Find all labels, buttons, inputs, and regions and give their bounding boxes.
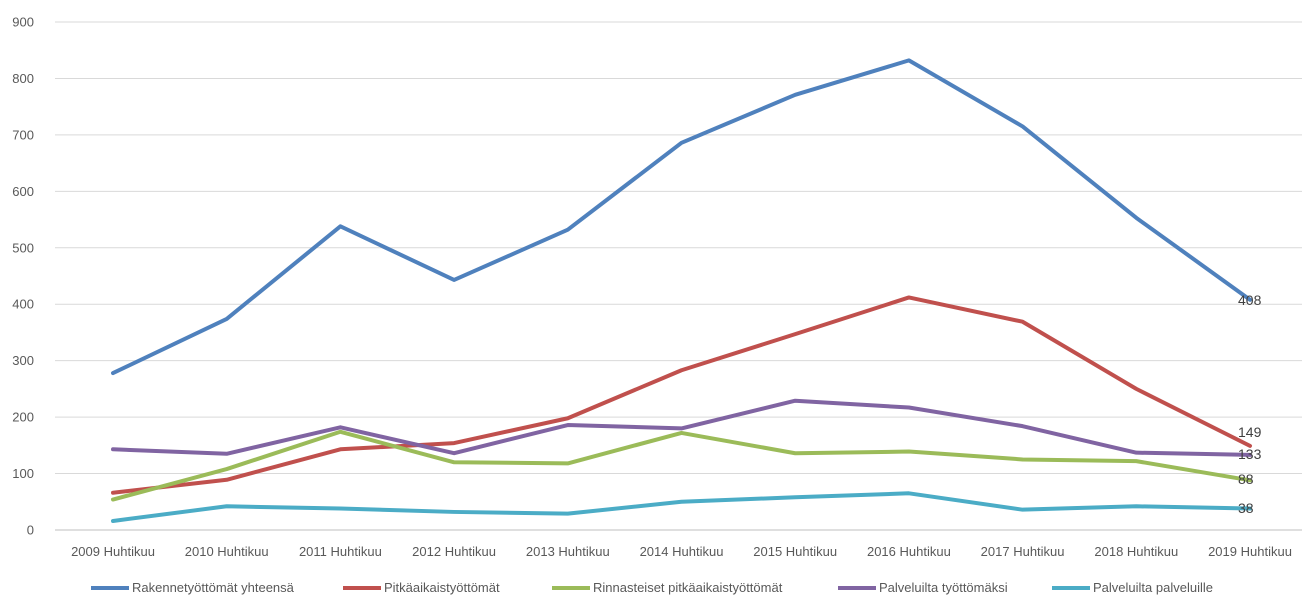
legend-item: Rakennetyöttömät yhteensä xyxy=(91,580,295,595)
legend-label: Pitkäaikaistyöttömät xyxy=(384,580,500,595)
y-tick-label: 700 xyxy=(12,127,34,142)
legend-item: Rinnasteiset pitkäaikaistyöttömät xyxy=(552,580,783,595)
end-data-label: 408 xyxy=(1238,292,1262,308)
x-tick-label: 2011 Huhtikuu xyxy=(299,544,382,559)
y-tick-label: 0 xyxy=(27,523,34,538)
x-tick-label: 2009 Huhtikuu xyxy=(71,544,155,559)
x-tick-label: 2012 Huhtikuu xyxy=(412,544,496,559)
end-data-label: 88 xyxy=(1238,471,1254,487)
x-tick-label: 2010 Huhtikuu xyxy=(185,544,269,559)
y-tick-label: 500 xyxy=(12,240,34,255)
series-line xyxy=(111,58,1252,376)
x-tick-label: 2013 Huhtikuu xyxy=(526,544,610,559)
y-tick-label: 900 xyxy=(12,15,34,30)
x-tick-label: 2018 Huhtikuu xyxy=(1094,544,1178,559)
legend-item: Palveluilta työttömäksi xyxy=(838,580,1008,595)
series-5 xyxy=(111,491,1252,523)
end-data-label: 38 xyxy=(1238,500,1254,516)
y-tick-label: 100 xyxy=(12,466,34,481)
series-2 xyxy=(111,295,1252,495)
legend-label: Palveluilta palveluille xyxy=(1093,580,1213,595)
legend: Rakennetyöttömät yhteensä Pitkäaikaistyöt… xyxy=(91,580,1213,595)
legend-label: Rinnasteiset pitkäaikaistyöttömät xyxy=(593,580,783,595)
series-4 xyxy=(111,398,1252,457)
legend-label: Rakennetyöttömät yhteensä xyxy=(132,580,295,595)
x-tick-label: 2016 Huhtikuu xyxy=(867,544,951,559)
legend-label: Palveluilta työttömäksi xyxy=(879,580,1008,595)
series-line xyxy=(111,295,1252,495)
legend-item: Pitkäaikaistyöttömät xyxy=(343,580,500,595)
x-tick-label: 2019 Huhtikuu xyxy=(1208,544,1292,559)
end-data-label: 133 xyxy=(1238,446,1262,462)
series-line xyxy=(111,398,1252,457)
x-tick-label: 2015 Huhtikuu xyxy=(753,544,837,559)
y-tick-label: 800 xyxy=(12,71,34,86)
x-tick-label: 2017 Huhtikuu xyxy=(981,544,1065,559)
x-tick-label: 2014 Huhtikuu xyxy=(640,544,724,559)
series-3 xyxy=(111,429,1252,502)
series-1 xyxy=(111,58,1252,376)
end-data-label: 149 xyxy=(1238,424,1262,440)
gridlines xyxy=(55,21,1302,531)
y-tick-label: 400 xyxy=(12,297,34,312)
y-tick-label: 300 xyxy=(12,353,34,368)
y-tick-label: 200 xyxy=(12,410,34,425)
legend-item: Palveluilta palveluille xyxy=(1052,580,1213,595)
series-line xyxy=(111,491,1252,523)
y-tick-label: 600 xyxy=(12,184,34,199)
